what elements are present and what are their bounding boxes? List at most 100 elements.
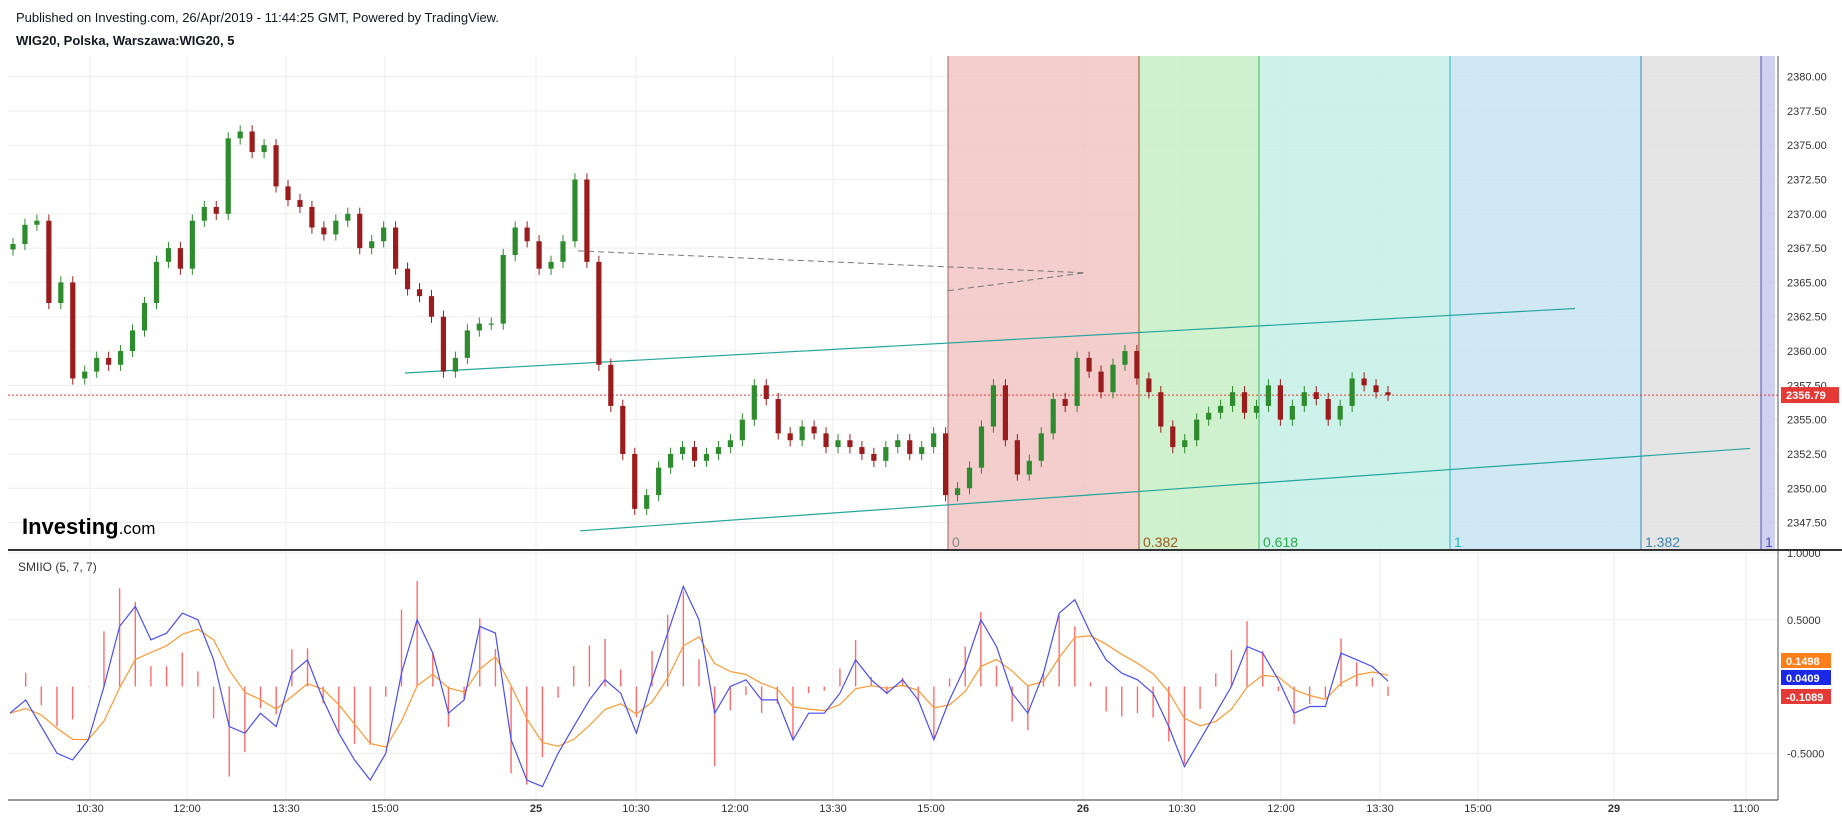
candle-body — [82, 371, 88, 379]
candle-body — [548, 261, 554, 269]
candle-body — [22, 224, 28, 244]
candle-body — [835, 440, 841, 448]
candle-body — [715, 447, 722, 454]
candle-body — [536, 241, 542, 269]
price-tick-label: 2370.00 — [1787, 209, 1827, 221]
price-tick-label: 2347.50 — [1787, 518, 1827, 530]
candle-body — [129, 330, 136, 352]
candle-body — [871, 453, 877, 461]
candle-body — [572, 179, 578, 242]
candle-body — [381, 227, 387, 242]
candle-body — [440, 316, 447, 372]
fib-zone — [1641, 56, 1761, 550]
fib-zone-label: 0.382 — [1143, 534, 1178, 550]
candle-body — [237, 131, 243, 139]
candle-body — [1038, 433, 1044, 461]
candle-body — [608, 364, 614, 406]
candle-body — [847, 440, 853, 448]
osc-title: SMIIO (5, 7, 7) — [18, 560, 97, 574]
osc-value-badge — [1781, 689, 1831, 704]
candle-body — [1122, 351, 1128, 365]
candle-body — [1014, 440, 1020, 475]
candle-body — [703, 453, 710, 461]
osc-tick-label: 0.5000 — [1787, 615, 1821, 627]
candle-body — [919, 447, 925, 454]
candle-body — [883, 447, 889, 461]
osc-tick-label: -0.5000 — [1787, 748, 1824, 760]
fib-zone — [1450, 56, 1641, 550]
time-tick-label: 10:30 — [76, 803, 104, 815]
candle-body — [1134, 351, 1140, 379]
time-tick-label: 26 — [1077, 803, 1089, 815]
candle-body — [94, 357, 100, 372]
price-tick-label: 2355.00 — [1787, 415, 1827, 427]
candle-body — [1301, 392, 1307, 406]
time-tick-label: 15:00 — [1464, 803, 1492, 815]
price-tick-label: 2380.00 — [1787, 72, 1827, 84]
candle-body — [428, 296, 435, 317]
candle-body — [811, 426, 817, 434]
published-caption: Published on Investing.com, 26/Apr/2019 … — [16, 10, 499, 25]
candle-body — [34, 220, 40, 225]
candle-body — [727, 440, 733, 448]
candle-body — [1026, 460, 1032, 475]
time-tick-label: 12:00 — [173, 803, 201, 815]
candle-body — [966, 467, 973, 489]
candle-body — [118, 351, 124, 365]
candle-body — [141, 303, 148, 331]
candle-body — [656, 467, 662, 496]
candle-body — [273, 145, 279, 187]
logo-light: .com — [119, 519, 156, 538]
candle-body — [1158, 392, 1164, 427]
fib-zone-label: 1.382 — [1645, 534, 1680, 550]
candle-body — [931, 433, 937, 448]
candle-body — [632, 453, 638, 509]
fib-zone-label: 1 — [1454, 534, 1462, 550]
candle-body — [500, 254, 506, 324]
candle-body — [1206, 412, 1212, 420]
time-tick-label: 10:30 — [1168, 803, 1196, 815]
candle-body — [106, 357, 112, 365]
price-tick-label: 2360.00 — [1787, 346, 1827, 358]
symbol-title: WIG20, Polska, Warszawa:WIG20, 5 — [16, 33, 235, 48]
candle-body — [201, 206, 207, 221]
price-tick-label: 2377.50 — [1787, 106, 1827, 118]
price-tick-label: 2365.00 — [1787, 277, 1827, 289]
price-tick-label: 2375.00 — [1787, 140, 1827, 152]
axes: 2380.00 2377.50 2375.00 2372.50 2370.00 2367.… — [8, 56, 1842, 815]
candle-body — [1325, 399, 1331, 420]
candle-body — [823, 433, 829, 448]
time-tick-label: 12:00 — [1267, 803, 1295, 815]
candle-body — [1170, 426, 1176, 448]
candle-body — [1253, 405, 1260, 413]
fib-time-zones — [947, 56, 1775, 550]
fib-zone — [948, 56, 1139, 550]
time-tick-label: 13:30 — [1366, 803, 1394, 815]
smi-oscillator[interactable] — [9, 581, 1389, 788]
candle-body — [1349, 378, 1355, 406]
candle-body — [452, 357, 458, 372]
price-tick-label: 2372.50 — [1787, 175, 1827, 187]
candle-body — [10, 243, 16, 250]
fib-zone — [1259, 56, 1450, 550]
time-tick-label: 13:30 — [272, 803, 300, 815]
price-tick-label: 2350.00 — [1787, 483, 1827, 495]
candle-body — [177, 248, 183, 269]
signal-line — [9, 628, 1389, 748]
candle-body — [1074, 357, 1080, 406]
candle-body — [225, 138, 231, 214]
candle-body — [895, 440, 901, 448]
candle-body — [560, 241, 566, 262]
candle-body — [596, 261, 602, 365]
candle-body — [907, 440, 913, 454]
candle-body — [1098, 371, 1104, 393]
candle-body — [763, 385, 769, 400]
fib-zone-label: 1 — [1765, 534, 1773, 550]
candle-body — [46, 220, 52, 303]
channel-lower — [579, 447, 1751, 532]
candles[interactable] — [10, 125, 1391, 516]
candle-body — [1385, 392, 1391, 395]
candle-body — [165, 248, 172, 262]
candle-body — [1361, 378, 1367, 386]
